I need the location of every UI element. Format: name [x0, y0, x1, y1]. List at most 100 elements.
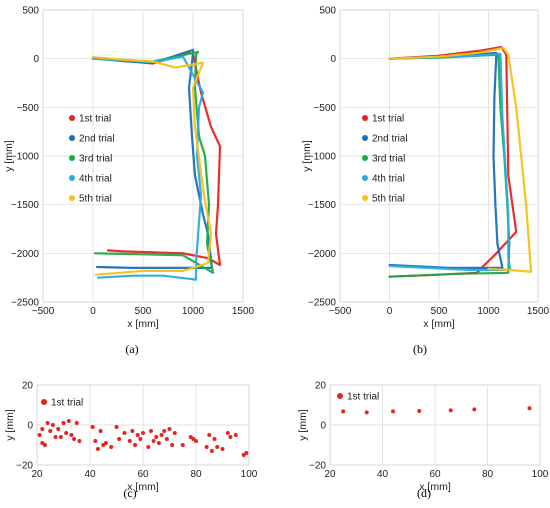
y-tick-label: −1500: [308, 200, 337, 211]
y-tick-label: 500: [319, 6, 336, 17]
x-tick-label: 40: [377, 469, 389, 480]
data-point: [391, 409, 395, 414]
legend-marker: [69, 155, 75, 161]
data-point: [69, 433, 74, 437]
legend-marker: [362, 155, 368, 161]
data-point: [58, 435, 63, 439]
data-point: [167, 427, 172, 431]
data-point: [156, 441, 161, 445]
data-point: [215, 445, 220, 449]
y-tick-label: 20: [315, 381, 327, 392]
data-point: [162, 429, 167, 433]
data-point: [244, 451, 249, 455]
data-point: [151, 439, 156, 443]
x-tick-label: 60: [137, 469, 149, 480]
x-tick-label: 80: [190, 469, 202, 480]
data-point: [117, 437, 122, 441]
y-tick-label: −500: [16, 103, 39, 114]
y-axis-label: y [mm]: [301, 140, 313, 172]
y-tick-label: 0: [320, 421, 326, 432]
x-tick-label: 20: [324, 469, 336, 480]
panel-d: 20 40 60 80 100 20 0 −20 x [mm] y [mm] 1st trial (d…: [297, 381, 549, 501]
legend-entry: 1st trial: [51, 398, 83, 409]
legend-marker: [362, 175, 368, 181]
data-point: [233, 433, 238, 437]
x-tick-label: 20: [31, 469, 43, 480]
x-axis-label: x [mm]: [127, 318, 159, 330]
data-point: [45, 421, 50, 425]
legend-marker: [41, 399, 47, 405]
x-tick-label: 500: [431, 306, 448, 317]
x-tick-label: 100: [241, 469, 258, 480]
data-point: [98, 429, 103, 433]
data-point: [37, 433, 42, 437]
data-point: [127, 439, 132, 443]
y-tick-label: −2500: [11, 298, 40, 309]
legend-marker: [69, 135, 75, 141]
data-point: [122, 431, 127, 435]
panel-label: (d): [417, 486, 431, 500]
panel-label: (a): [125, 342, 138, 356]
data-point: [194, 439, 198, 443]
data-point: [204, 445, 209, 449]
y-tick-label: −1000: [11, 152, 40, 163]
legend-marker: [69, 115, 75, 121]
data-point: [146, 445, 151, 449]
panel-label: (c): [123, 486, 136, 500]
data-point: [225, 431, 230, 435]
data-point: [90, 425, 95, 429]
x-tick-label: 80: [482, 469, 494, 480]
data-point: [61, 421, 66, 425]
data-point: [133, 443, 138, 447]
data-point: [341, 409, 346, 414]
data-point: [417, 409, 422, 413]
data-point: [77, 439, 82, 443]
data-point: [154, 435, 159, 439]
x-axis-label: x [mm]: [419, 481, 451, 493]
y-axis-label: y [mm]: [4, 409, 16, 441]
series-line-5: [91, 56, 213, 276]
data-point: [93, 439, 98, 443]
x-tick-label: 1500: [232, 306, 255, 317]
legend-marker: [337, 393, 343, 399]
y-tick-label: −2000: [308, 249, 337, 260]
data-point: [72, 437, 77, 441]
legend-entry: 5th trial: [372, 194, 405, 205]
legend-entry: 1st trial: [347, 392, 379, 403]
y-tick-label: −500: [313, 103, 336, 114]
data-point: [135, 433, 140, 437]
legend-entry: 3rd trial: [79, 154, 112, 165]
y-tick-label: −20: [309, 461, 326, 472]
data-point: [212, 437, 217, 441]
x-tick-label: 1000: [182, 306, 205, 317]
x-tick-label: 500: [135, 306, 152, 317]
data-point: [448, 408, 453, 413]
y-tick-label: −1500: [11, 200, 40, 211]
x-tick-label: 40: [84, 469, 96, 480]
legend-marker: [362, 115, 368, 121]
legend-marker: [69, 175, 75, 181]
x-tick-label: −500: [32, 306, 55, 317]
data-point: [180, 443, 185, 447]
legend-entry: 2nd trial: [372, 134, 408, 145]
data-point: [207, 433, 212, 437]
legend: 1st trial: [337, 392, 379, 403]
legend-entry: 3rd trial: [372, 154, 405, 165]
data-point: [103, 441, 108, 445]
data-point: [172, 431, 177, 435]
y-tick-label: −20: [16, 461, 33, 472]
y-axis-label: y [mm]: [297, 409, 309, 441]
data-point: [209, 449, 214, 453]
data-point: [170, 443, 175, 447]
legend-entry: 1st trial: [372, 114, 404, 125]
series-line-5: [388, 46, 533, 273]
legend-entry: 4th trial: [372, 174, 405, 185]
legend: 1st trial: [41, 398, 83, 409]
data-point: [472, 407, 477, 412]
data-point: [74, 421, 79, 425]
legend-marker: [69, 195, 75, 201]
panel-a: −500 0 500 1000 1500 500 0 −500 −1000 −1500 −2000 −…: [3, 6, 255, 357]
data-point: [114, 425, 119, 429]
data-point: [148, 429, 153, 433]
